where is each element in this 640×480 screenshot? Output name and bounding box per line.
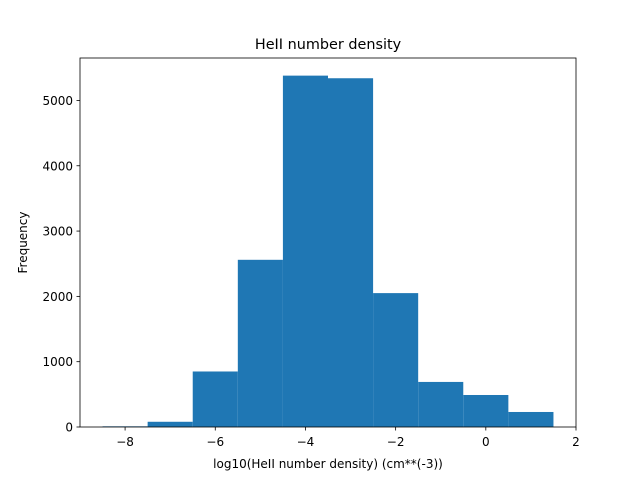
histogram-bar bbox=[328, 78, 374, 427]
histogram-bar bbox=[282, 75, 328, 427]
y-axis-label: Frequency bbox=[16, 212, 30, 274]
x-tick-label: −4 bbox=[297, 435, 315, 449]
histogram-bar bbox=[508, 411, 554, 427]
plot-frame bbox=[79, 57, 577, 428]
y-axis-ticks: 0 1000 2000 3000 4000 5000 bbox=[42, 94, 80, 435]
chart-title: HeII number density bbox=[255, 37, 402, 53]
x-tick-label: 0 bbox=[482, 435, 490, 449]
y-tick-label: 4000 bbox=[42, 159, 73, 173]
x-axis-label: log10(HeII number density) (cm**(-3)) bbox=[213, 457, 443, 471]
histogram-bar bbox=[373, 293, 419, 427]
x-tick-label: −8 bbox=[116, 435, 134, 449]
x-axis-ticks: −8 −6 −4 −2 0 2 bbox=[116, 427, 580, 449]
y-tick-label: 2000 bbox=[42, 290, 73, 304]
x-tick-label: 2 bbox=[572, 435, 580, 449]
x-tick-label: −6 bbox=[206, 435, 224, 449]
x-tick-label: −2 bbox=[387, 435, 405, 449]
histogram-bar bbox=[237, 259, 283, 427]
y-tick-label: 1000 bbox=[42, 355, 73, 369]
y-tick-label: 0 bbox=[65, 421, 73, 435]
y-tick-label: 3000 bbox=[42, 225, 73, 239]
bars-group bbox=[102, 75, 554, 427]
histogram-bar bbox=[418, 381, 464, 427]
histogram-bar bbox=[192, 371, 238, 427]
histogram-bar bbox=[463, 394, 509, 427]
histogram-bar bbox=[147, 421, 193, 427]
y-tick-label: 5000 bbox=[42, 94, 73, 108]
